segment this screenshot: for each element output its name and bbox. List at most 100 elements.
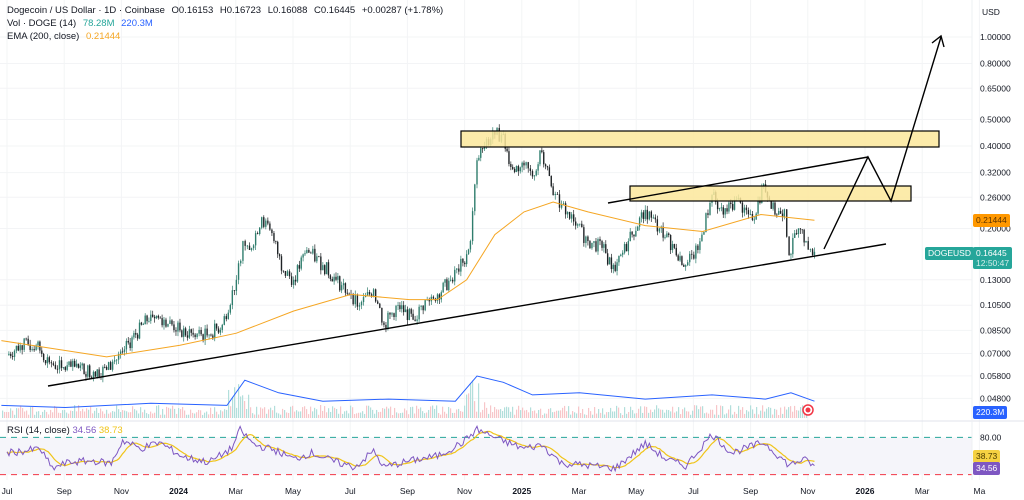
candle-body: [658, 228, 661, 232]
volume-bar: [68, 413, 70, 418]
upper-trendline[interactable]: [607, 156, 869, 204]
volume-bar: [456, 409, 458, 418]
candle-body: [638, 217, 641, 227]
volume-bar: [130, 412, 132, 418]
volume-label[interactable]: Vol · DOGE (14): [7, 18, 77, 29]
candle-body: [212, 335, 214, 339]
candle-body: [364, 295, 367, 298]
candle-body: [474, 184, 476, 212]
volume-bar: [192, 412, 194, 418]
volume-bar: [502, 411, 504, 418]
volume-bar: [104, 413, 106, 418]
volume-pane: [1, 375, 815, 418]
volume-bar: [744, 413, 746, 418]
drawings[interactable]: [47, 34, 945, 387]
resistance-zone-upper[interactable]: [460, 130, 940, 148]
candle-body: [190, 329, 192, 333]
last-price-tag: 0.16445 12:50:47: [973, 247, 1013, 269]
volume-bar: [674, 412, 676, 418]
candle-body: [360, 302, 363, 306]
candle-body: [525, 162, 527, 166]
candle-body: [728, 202, 730, 212]
candle-body: [374, 289, 377, 302]
volume-bar: [520, 410, 522, 418]
candle-body: [198, 329, 200, 334]
candle-body: [244, 241, 246, 246]
volume-bar: [694, 405, 696, 418]
candle-body: [35, 345, 37, 351]
candle-body: [41, 350, 43, 354]
volume-bar: [708, 413, 710, 418]
volume-bar: [334, 407, 336, 418]
volume-bar: [458, 408, 460, 418]
candle-body: [467, 249, 470, 255]
candle-body: [716, 201, 719, 210]
volume-bar: [724, 414, 726, 418]
volume-bar: [522, 407, 524, 418]
volume-bar: [316, 409, 318, 418]
candle-body: [446, 279, 448, 291]
candle-body: [344, 283, 347, 293]
time-axis[interactable]: Jul Sep Nov 2024 Mar May Jul Sep Nov 2025 Mar May Ju…: [2, 486, 986, 496]
volume-bar: [248, 394, 250, 418]
candle-body: [512, 166, 514, 169]
volume-bar: [198, 409, 200, 418]
volume-bar: [564, 405, 566, 418]
volume-bar: [470, 383, 472, 418]
candle-body: [248, 245, 251, 250]
candle-body: [214, 323, 216, 339]
volume-bar: [206, 411, 208, 418]
volume-bar: [172, 405, 174, 418]
ema-label[interactable]: EMA (200, close): [7, 31, 80, 42]
volume-bar: [638, 408, 640, 418]
candle-body: [379, 303, 381, 308]
volume-bar: [274, 405, 276, 418]
volume-bar: [634, 413, 636, 418]
candle-body: [227, 312, 230, 320]
candle-body: [774, 202, 776, 215]
candle-body: [48, 357, 50, 363]
volume-bar: [26, 410, 28, 418]
candle-body: [687, 262, 689, 266]
projection-arrow-path[interactable]: [823, 36, 942, 250]
candle-body: [320, 256, 322, 271]
resistance-zone-lower[interactable]: [629, 185, 912, 202]
rsi-label[interactable]: RSI (14, close): [7, 425, 70, 436]
volume-bar: [188, 414, 190, 418]
time-tick: Mar: [228, 486, 243, 496]
candle-body: [173, 324, 175, 331]
symbol-tag: DOGEUSD: [925, 247, 974, 260]
candle-body: [83, 363, 85, 375]
volume-bar: [128, 412, 130, 418]
volume-bar: [238, 384, 240, 418]
candle-body: [449, 279, 452, 281]
candle-body: [749, 214, 752, 215]
volume-bar: [556, 410, 558, 418]
candle-body: [432, 296, 435, 299]
candle-body: [595, 241, 597, 252]
volume-bar: [292, 405, 294, 418]
candle-body: [794, 233, 796, 238]
candle-body: [282, 270, 285, 272]
candle-body: [813, 251, 816, 256]
candle-body: [548, 167, 551, 177]
candle-body: [707, 213, 709, 215]
candle-body: [246, 245, 249, 247]
candle-body: [531, 171, 534, 177]
candle-body: [104, 366, 106, 368]
candle-body: [119, 351, 122, 354]
candle-body: [741, 202, 744, 213]
candle-body: [610, 257, 613, 270]
support-trendline[interactable]: [47, 243, 887, 387]
price-axis[interactable]: 1.00000 0.80000 0.65000 0.50000 0.40000 0.320…: [980, 32, 1011, 403]
candle-body: [54, 364, 57, 369]
volume-bar: [508, 407, 510, 418]
volume-bar: [44, 409, 46, 418]
symbol-title[interactable]: Dogecoin / US Dollar · 1D · Coinbase: [7, 5, 165, 16]
candle-body: [720, 207, 723, 209]
candle-body: [614, 264, 616, 271]
candle-body: [699, 241, 701, 250]
candle-body: [428, 299, 430, 302]
volume-bar: [76, 411, 78, 418]
